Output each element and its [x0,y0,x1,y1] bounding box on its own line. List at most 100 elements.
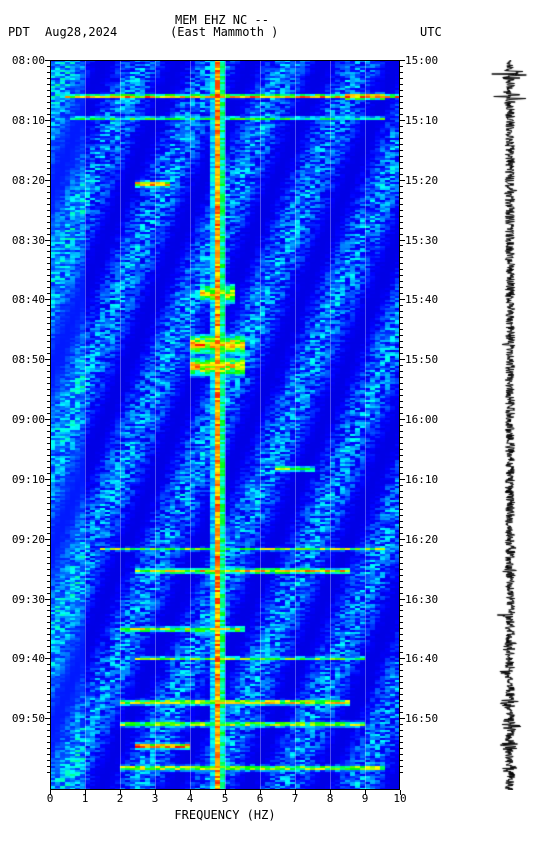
y-right-minor-tick [400,431,403,432]
y-right-minor-tick [400,395,403,396]
tz-left-label: PDT [8,25,30,39]
y-left-minor-tick [47,263,50,264]
y-left-tick [45,599,50,600]
y-right-minor-tick [400,269,403,270]
y-right-minor-tick [400,646,403,647]
y-right-minor-tick [400,772,403,773]
y-right-minor-tick [400,766,403,767]
y-right-minor-tick [400,652,403,653]
x-tick-label: 5 [215,792,235,805]
y-right-minor-tick [400,491,403,492]
x-tick-label: 6 [250,792,270,805]
y-right-minor-tick [400,335,403,336]
y-left-minor-tick [47,251,50,252]
y-right-minor-tick [400,126,403,127]
y-left-tick [45,658,50,659]
y-left-minor-tick [47,437,50,438]
y-right-minor-tick [400,485,403,486]
y-right-label: 15:00 [405,54,455,67]
y-right-minor-tick [400,365,403,366]
y-right-minor-tick [400,664,403,665]
y-left-minor-tick [47,706,50,707]
y-right-minor-tick [400,347,403,348]
y-right-minor-tick [400,569,403,570]
grid-line [85,60,86,790]
y-left-minor-tick [47,443,50,444]
y-left-minor-tick [47,347,50,348]
y-right-minor-tick [400,712,403,713]
y-right-minor-tick [400,251,403,252]
y-left-minor-tick [47,646,50,647]
y-right-minor-tick [400,467,403,468]
y-right-minor-tick [400,138,403,139]
y-left-minor-tick [47,401,50,402]
y-left-minor-tick [47,377,50,378]
y-right-minor-tick [400,222,403,223]
y-right-minor-tick [400,736,403,737]
y-right-minor-tick [400,610,403,611]
y-right-minor-tick [400,78,403,79]
y-left-minor-tick [47,461,50,462]
y-right-minor-tick [400,670,403,671]
y-left-minor-tick [47,527,50,528]
y-left-label: 09:50 [0,712,45,725]
y-right-minor-tick [400,706,403,707]
y-left-minor-tick [47,610,50,611]
y-right-minor-tick [400,401,403,402]
y-left-minor-tick [47,587,50,588]
y-left-minor-tick [47,712,50,713]
y-left-minor-tick [47,425,50,426]
y-right-minor-tick [400,317,403,318]
y-right-minor-tick [400,682,403,683]
y-left-label: 08:20 [0,174,45,187]
y-right-minor-tick [400,545,403,546]
y-left-minor-tick [47,616,50,617]
y-left-minor-tick [47,275,50,276]
y-left-minor-tick [47,186,50,187]
y-left-minor-tick [47,652,50,653]
y-left-minor-tick [47,622,50,623]
y-left-minor-tick [47,126,50,127]
y-right-minor-tick [400,90,403,91]
y-left-minor-tick [47,383,50,384]
y-left-minor-tick [47,102,50,103]
y-right-minor-tick [400,551,403,552]
y-left-minor-tick [47,150,50,151]
y-right-label: 16:20 [405,533,455,546]
y-right-minor-tick [400,616,403,617]
y-right-minor-tick [400,760,403,761]
y-left-minor-tick [47,593,50,594]
y-right-minor-tick [400,150,403,151]
y-left-minor-tick [47,192,50,193]
y-left-minor-tick [47,491,50,492]
y-right-minor-tick [400,676,403,677]
y-right-minor-tick [400,204,403,205]
y-left-minor-tick [47,335,50,336]
y-left-minor-tick [47,688,50,689]
y-right-tick [400,120,405,121]
y-left-minor-tick [47,234,50,235]
y-right-tick [400,299,405,300]
y-left-minor-tick [47,72,50,73]
y-left-minor-tick [47,742,50,743]
y-right-minor-tick [400,72,403,73]
y-right-minor-tick [400,605,403,606]
y-left-minor-tick [47,210,50,211]
x-tick-label: 8 [320,792,340,805]
y-left-label: 09:00 [0,413,45,426]
date-label: Aug28,2024 [45,25,117,39]
y-left-minor-tick [47,222,50,223]
y-left-minor-tick [47,365,50,366]
y-left-minor-tick [47,467,50,468]
y-right-minor-tick [400,437,403,438]
spectrogram-plot: 08:0015:0008:1015:1008:2015:2008:3015:30… [50,60,400,790]
y-left-minor-tick [47,497,50,498]
y-right-minor-tick [400,228,403,229]
y-left-minor-tick [47,413,50,414]
y-right-minor-tick [400,275,403,276]
y-right-minor-tick [400,192,403,193]
y-left-minor-tick [47,353,50,354]
y-right-label: 16:10 [405,473,455,486]
y-left-minor-tick [47,78,50,79]
y-right-minor-tick [400,371,403,372]
